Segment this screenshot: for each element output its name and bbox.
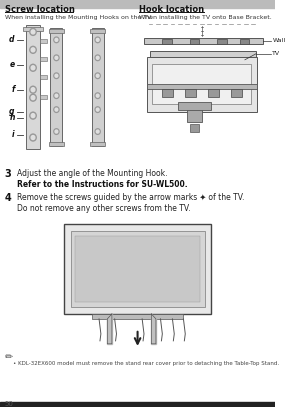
Circle shape	[95, 55, 100, 61]
Bar	[218, 39, 226, 44]
Bar	[231, 89, 242, 97]
Circle shape	[96, 38, 99, 41]
Circle shape	[96, 94, 99, 97]
Bar	[75, 236, 200, 302]
Bar	[144, 38, 263, 44]
Text: Adjust the angle of the Mounting Hook.: Adjust the angle of the Mounting Hook.	[16, 169, 167, 178]
Bar	[152, 64, 251, 104]
Circle shape	[96, 108, 99, 111]
Bar	[26, 25, 40, 149]
Circle shape	[54, 73, 59, 78]
Text: When installing the Mounting Hooks on the TV.: When installing the Mounting Hooks on th…	[4, 15, 152, 20]
Circle shape	[54, 37, 59, 43]
Polygon shape	[107, 314, 112, 344]
Text: Do not remove any other screws from the TV.: Do not remove any other screws from the …	[16, 204, 190, 213]
Text: ✏: ✏	[4, 352, 13, 362]
Bar	[90, 142, 106, 146]
Text: g: g	[9, 107, 15, 116]
Bar	[49, 142, 64, 146]
Text: 4: 4	[4, 193, 11, 203]
Bar	[40, 39, 47, 43]
Bar	[147, 84, 257, 89]
Circle shape	[54, 93, 59, 98]
Bar	[23, 27, 43, 31]
Circle shape	[95, 107, 100, 113]
Bar	[92, 314, 183, 319]
Bar	[64, 224, 211, 314]
Bar	[150, 51, 256, 57]
Bar	[40, 75, 47, 79]
Bar	[185, 89, 196, 97]
Text: e: e	[10, 60, 15, 69]
Bar	[162, 39, 172, 44]
Circle shape	[31, 95, 35, 100]
Bar	[40, 95, 47, 99]
Circle shape	[54, 129, 59, 134]
Text: Hook location: Hook location	[140, 5, 205, 14]
Bar	[190, 39, 199, 44]
Circle shape	[95, 37, 100, 43]
Text: f: f	[11, 85, 15, 94]
Bar	[208, 89, 219, 97]
Circle shape	[30, 134, 36, 141]
Text: d: d	[9, 35, 15, 44]
Bar	[147, 57, 257, 112]
Circle shape	[31, 48, 35, 52]
Circle shape	[55, 94, 58, 97]
Text: Remove the screws guided by the arrow marks ✦ of the TV.: Remove the screws guided by the arrow ma…	[16, 193, 244, 202]
Circle shape	[55, 56, 58, 59]
Text: i: i	[12, 130, 15, 139]
Circle shape	[95, 129, 100, 134]
Text: Wall: Wall	[272, 38, 286, 43]
Circle shape	[30, 86, 36, 93]
Text: When installing the TV onto Base Bracket.: When installing the TV onto Base Bracket…	[140, 15, 272, 20]
Bar	[40, 57, 47, 61]
Bar	[0, 401, 275, 407]
Circle shape	[30, 29, 36, 35]
Text: Screw location: Screw location	[4, 5, 74, 14]
Circle shape	[95, 73, 100, 78]
Bar	[92, 28, 103, 146]
Circle shape	[54, 107, 59, 113]
Text: h: h	[9, 113, 15, 122]
Circle shape	[55, 130, 58, 133]
Circle shape	[30, 47, 36, 53]
Circle shape	[30, 94, 36, 101]
Circle shape	[55, 38, 58, 41]
Text: 50: 50	[4, 401, 14, 407]
Bar	[50, 28, 62, 146]
Circle shape	[95, 93, 100, 98]
Circle shape	[96, 130, 99, 133]
Text: Refer to the Instructions for SU-WL500.: Refer to the Instructions for SU-WL500.	[16, 180, 187, 189]
Circle shape	[31, 30, 35, 34]
Circle shape	[31, 135, 35, 140]
Circle shape	[96, 74, 99, 77]
Circle shape	[54, 55, 59, 61]
Bar	[162, 89, 173, 97]
Text: 3: 3	[4, 169, 11, 180]
Bar	[90, 29, 106, 33]
Bar	[0, 0, 275, 8]
Circle shape	[31, 113, 35, 118]
Bar	[187, 106, 202, 122]
Circle shape	[55, 74, 58, 77]
Bar	[190, 124, 199, 131]
Circle shape	[96, 56, 99, 59]
Bar	[178, 102, 211, 110]
Circle shape	[30, 112, 36, 119]
Bar	[49, 29, 64, 33]
Circle shape	[31, 66, 35, 70]
Text: • KDL-32EX600 model must remove the stand rear cover prior to detaching the Tabl: • KDL-32EX600 model must remove the stan…	[13, 361, 279, 366]
Text: TV: TV	[272, 51, 281, 56]
Circle shape	[55, 108, 58, 111]
Circle shape	[31, 88, 35, 92]
Polygon shape	[151, 314, 156, 344]
Bar	[70, 231, 205, 307]
Bar	[240, 39, 250, 44]
Circle shape	[30, 64, 36, 71]
